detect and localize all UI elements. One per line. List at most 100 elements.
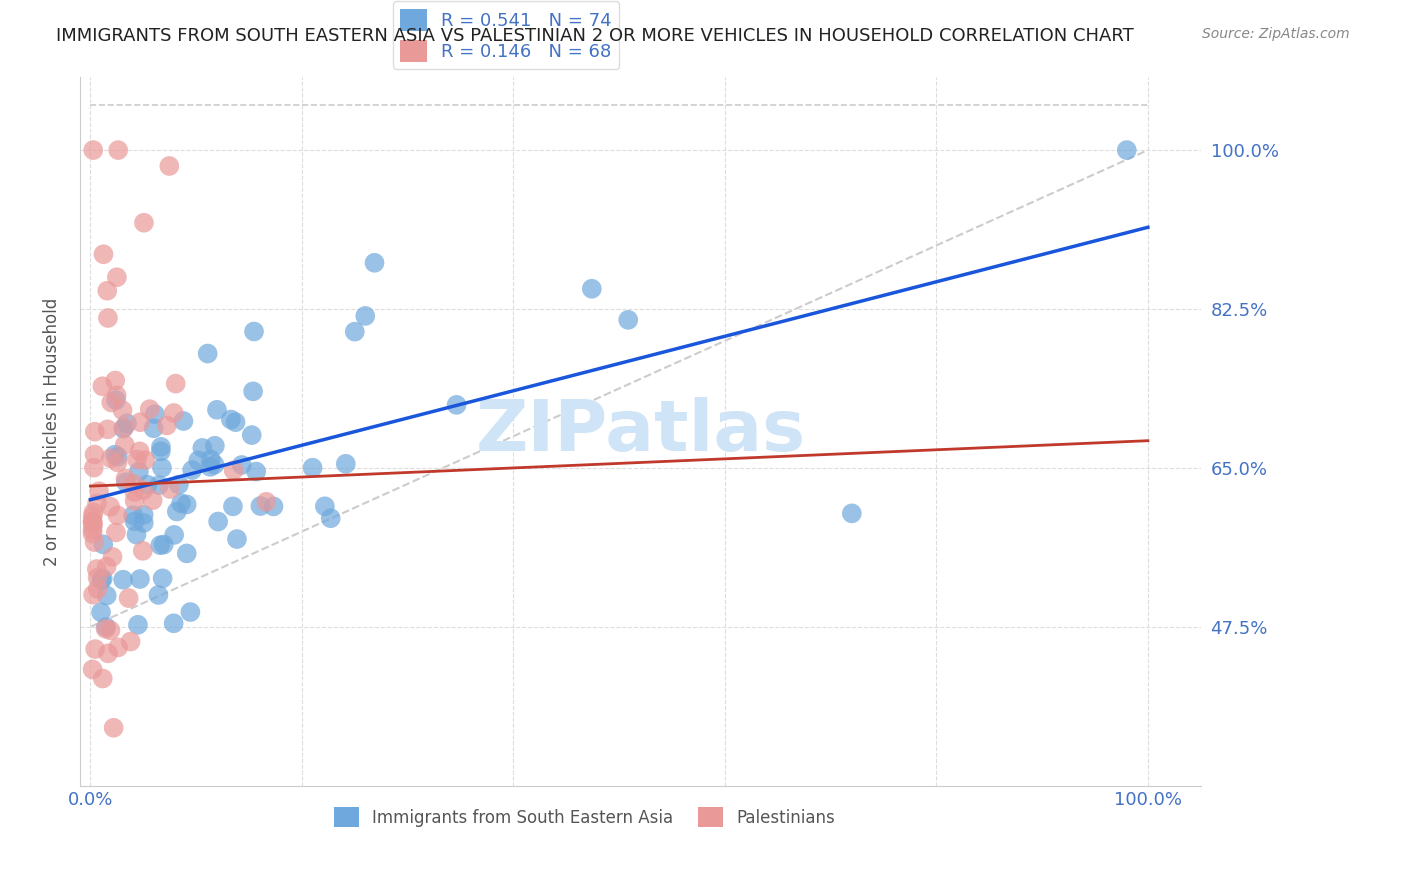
- Immigrants from South Eastern Asia: [187, 453, 209, 467]
- Immigrants from South Eastern Asia: [841, 506, 863, 520]
- Palestinians: [82, 143, 104, 157]
- Immigrants from South Eastern Asia: [225, 415, 247, 429]
- Palestinians: [104, 374, 127, 388]
- Immigrants from South Eastern Asia: [581, 282, 603, 296]
- Palestinians: [165, 376, 187, 391]
- Immigrants from South Eastern Asia: [122, 508, 145, 523]
- Immigrants from South Eastern Asia: [179, 605, 201, 619]
- Immigrants from South Eastern Asia: [132, 516, 155, 530]
- Immigrants from South Eastern Asia: [245, 465, 267, 479]
- Immigrants from South Eastern Asia: [446, 398, 468, 412]
- Palestinians: [222, 463, 245, 477]
- Immigrants from South Eastern Asia: [263, 500, 285, 514]
- Palestinians: [87, 582, 110, 596]
- Immigrants from South Eastern Asia: [167, 477, 190, 491]
- Immigrants from South Eastern Asia: [207, 515, 229, 529]
- Palestinians: [97, 310, 120, 325]
- Immigrants from South Eastern Asia: [115, 475, 138, 490]
- Palestinians: [91, 672, 114, 686]
- Palestinians: [82, 588, 104, 602]
- Text: Source: ZipAtlas.com: Source: ZipAtlas.com: [1202, 27, 1350, 41]
- Palestinians: [82, 517, 104, 532]
- Palestinians: [124, 485, 146, 500]
- Palestinians: [82, 505, 104, 519]
- Immigrants from South Eastern Asia: [104, 448, 127, 462]
- Immigrants from South Eastern Asia: [152, 571, 174, 585]
- Palestinians: [163, 406, 186, 420]
- Immigrants from South Eastern Asia: [91, 572, 114, 586]
- Palestinians: [101, 549, 124, 564]
- Immigrants from South Eastern Asia: [115, 417, 138, 431]
- Palestinians: [96, 284, 118, 298]
- Immigrants from South Eastern Asia: [128, 465, 150, 479]
- Palestinians: [105, 388, 128, 402]
- Palestinians: [83, 448, 105, 462]
- Palestinians: [132, 483, 155, 498]
- Palestinians: [107, 455, 129, 469]
- Immigrants from South Eastern Asia: [176, 546, 198, 560]
- Immigrants from South Eastern Asia: [136, 477, 159, 491]
- Immigrants from South Eastern Asia: [197, 346, 219, 360]
- Palestinians: [82, 515, 104, 529]
- Immigrants from South Eastern Asia: [354, 309, 377, 323]
- Palestinians: [142, 493, 165, 508]
- Palestinians: [100, 451, 122, 466]
- Legend: Immigrants from South Eastern Asia, Palestinians: Immigrants from South Eastern Asia, Pale…: [326, 800, 842, 834]
- Immigrants from South Eastern Asia: [91, 537, 114, 551]
- Immigrants from South Eastern Asia: [242, 384, 264, 399]
- Palestinians: [94, 622, 117, 636]
- Immigrants from South Eastern Asia: [343, 325, 366, 339]
- Immigrants from South Eastern Asia: [219, 412, 242, 426]
- Immigrants from South Eastern Asia: [105, 393, 128, 408]
- Palestinians: [122, 477, 145, 491]
- Immigrants from South Eastern Asia: [222, 500, 245, 514]
- Immigrants from South Eastern Asia: [150, 460, 173, 475]
- Immigrants from South Eastern Asia: [617, 313, 640, 327]
- Immigrants from South Eastern Asia: [143, 407, 166, 421]
- Immigrants from South Eastern Asia: [129, 572, 152, 586]
- Immigrants from South Eastern Asia: [149, 444, 172, 458]
- Immigrants from South Eastern Asia: [243, 325, 266, 339]
- Palestinians: [114, 438, 136, 452]
- Immigrants from South Eastern Asia: [96, 589, 118, 603]
- Palestinians: [82, 526, 104, 541]
- Palestinians: [100, 395, 122, 409]
- Immigrants from South Eastern Asia: [132, 508, 155, 522]
- Immigrants from South Eastern Asia: [148, 588, 170, 602]
- Y-axis label: 2 or more Vehicles in Household: 2 or more Vehicles in Household: [44, 298, 60, 566]
- Palestinians: [86, 570, 108, 584]
- Immigrants from South Eastern Asia: [226, 532, 249, 546]
- Immigrants from South Eastern Asia: [204, 439, 226, 453]
- Immigrants from South Eastern Asia: [107, 450, 129, 464]
- Palestinians: [111, 403, 134, 417]
- Palestinians: [93, 247, 115, 261]
- Palestinians: [125, 452, 148, 467]
- Palestinians: [105, 270, 128, 285]
- Palestinians: [112, 420, 135, 434]
- Palestinians: [82, 509, 104, 524]
- Palestinians: [132, 216, 155, 230]
- Palestinians: [97, 646, 120, 660]
- Immigrants from South Eastern Asia: [163, 528, 186, 542]
- Palestinians: [156, 418, 179, 433]
- Palestinians: [86, 496, 108, 510]
- Palestinians: [83, 535, 105, 549]
- Palestinians: [82, 662, 104, 676]
- Palestinians: [128, 444, 150, 458]
- Palestinians: [132, 544, 155, 558]
- Immigrants from South Eastern Asia: [204, 458, 226, 472]
- Palestinians: [107, 143, 129, 157]
- Immigrants from South Eastern Asia: [148, 478, 170, 492]
- Immigrants from South Eastern Asia: [335, 457, 357, 471]
- Immigrants from South Eastern Asia: [314, 500, 336, 514]
- Immigrants from South Eastern Asia: [240, 428, 263, 442]
- Immigrants from South Eastern Asia: [90, 573, 112, 587]
- Immigrants from South Eastern Asia: [200, 459, 222, 474]
- Immigrants from South Eastern Asia: [181, 463, 204, 477]
- Immigrants from South Eastern Asia: [149, 440, 172, 454]
- Immigrants from South Eastern Asia: [127, 617, 149, 632]
- Immigrants from South Eastern Asia: [124, 515, 146, 529]
- Immigrants from South Eastern Asia: [231, 458, 253, 472]
- Immigrants from South Eastern Asia: [205, 402, 228, 417]
- Palestinians: [138, 402, 160, 417]
